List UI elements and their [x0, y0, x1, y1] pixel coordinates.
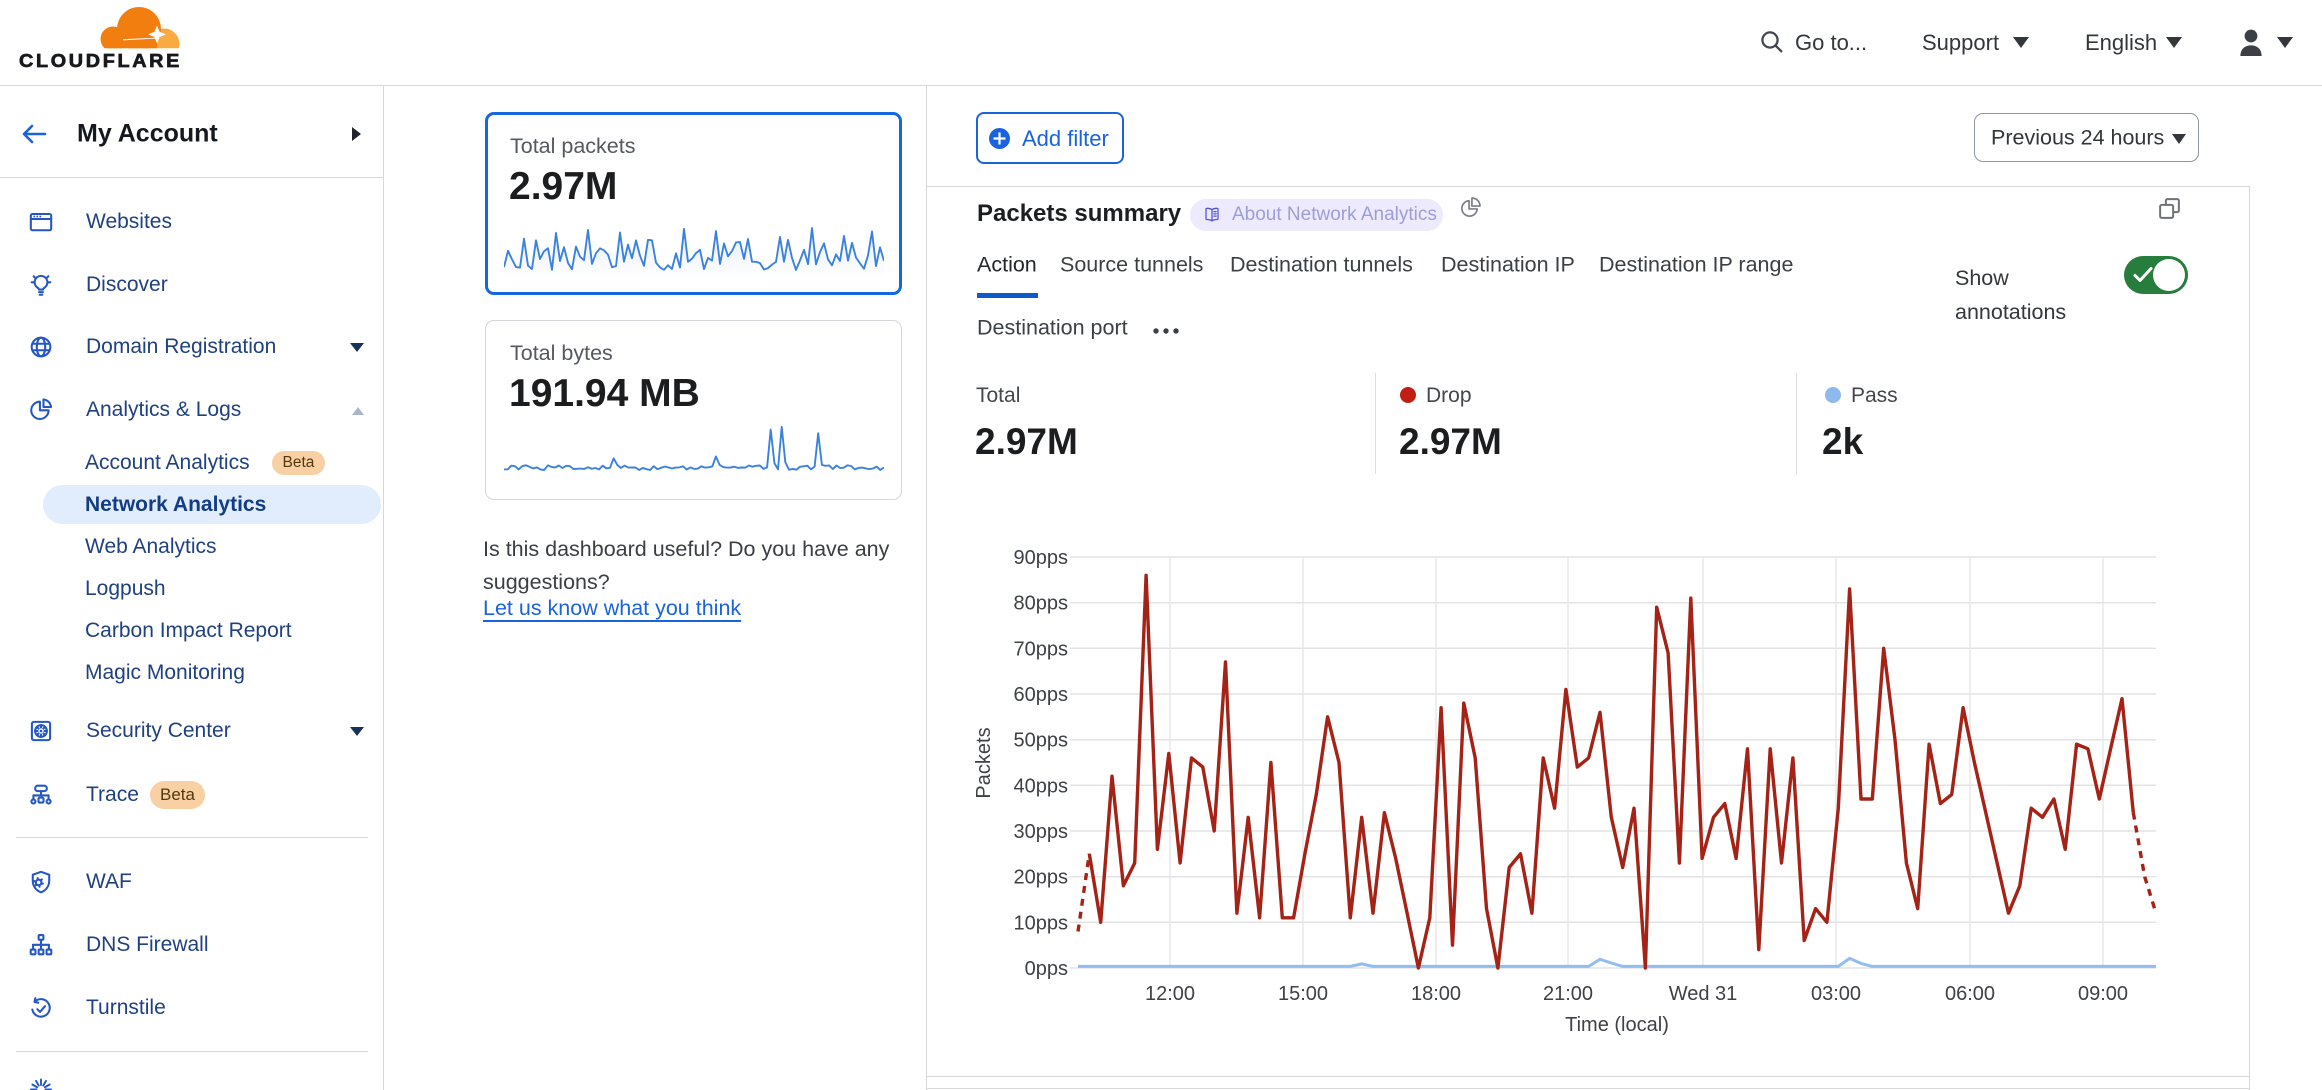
svg-text:09:00: 09:00: [2078, 983, 2128, 1005]
svg-text:50pps: 50pps: [1014, 730, 1069, 752]
svg-text:18:00: 18:00: [1411, 983, 1461, 1005]
svg-text:80pps: 80pps: [1014, 593, 1069, 615]
svg-text:70pps: 70pps: [1014, 638, 1069, 660]
svg-text:12:00: 12:00: [1145, 983, 1195, 1005]
svg-text:20pps: 20pps: [1014, 867, 1069, 889]
svg-text:Packets: Packets: [973, 727, 995, 798]
svg-text:06:00: 06:00: [1945, 983, 1995, 1005]
svg-text:30pps: 30pps: [1014, 821, 1069, 843]
svg-text:10pps: 10pps: [1014, 912, 1069, 934]
svg-text:15:00: 15:00: [1278, 983, 1328, 1005]
svg-text:Wed 31: Wed 31: [1669, 983, 1738, 1005]
svg-text:21:00: 21:00: [1543, 983, 1593, 1005]
svg-text:0pps: 0pps: [1025, 958, 1068, 980]
svg-text:90pps: 90pps: [1014, 547, 1069, 569]
svg-text:40pps: 40pps: [1014, 775, 1069, 797]
svg-text:03:00: 03:00: [1811, 983, 1861, 1005]
svg-text:60pps: 60pps: [1014, 684, 1069, 706]
svg-text:CLOUDFLARE: CLOUDFLARE: [19, 50, 182, 70]
svg-text:Time (local): Time (local): [1565, 1014, 1669, 1036]
